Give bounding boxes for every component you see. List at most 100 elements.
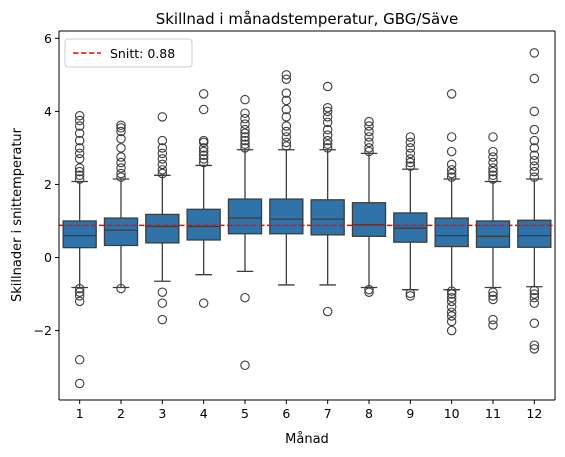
outlier-point: [529, 344, 540, 354]
outlier-point: [364, 121, 374, 131]
box: [269, 198, 304, 235]
outlier-point: [74, 291, 85, 301]
outlier-point: [446, 296, 457, 307]
outlier-point: [322, 81, 333, 92]
outlier-point: [488, 314, 498, 325]
outlier-point: [116, 126, 126, 137]
outlier-point: [488, 157, 498, 168]
outlier-point: [198, 150, 209, 160]
outlier-point: [529, 289, 540, 299]
outlier-point: [74, 115, 85, 126]
outlier-point: [405, 132, 416, 142]
outlier-point: [240, 360, 250, 371]
outlier-point: [74, 283, 85, 294]
outlier-point: [74, 128, 85, 139]
outlier-point: [240, 132, 250, 142]
outlier-point: [198, 298, 209, 308]
box: [351, 202, 387, 237]
outlier-point: [405, 161, 416, 171]
outlier-point: [74, 296, 85, 307]
outlier-point: [364, 284, 374, 295]
outlier-point: [322, 112, 333, 122]
x-tick-label: 3: [158, 406, 166, 421]
outlier-point: [116, 157, 126, 168]
outlier-point: [116, 134, 126, 144]
outlier-point: [529, 292, 540, 303]
outlier-point: [529, 143, 540, 153]
outlier-point: [446, 172, 457, 182]
outlier-point: [116, 283, 126, 294]
outlier-point: [446, 159, 457, 170]
outlier-point: [488, 320, 498, 330]
outlier-point: [157, 298, 168, 308]
box: [434, 217, 469, 248]
outlier-point: [488, 166, 498, 177]
outlier-point: [322, 306, 333, 317]
outlier-point: [116, 172, 126, 182]
outlier-point: [529, 166, 540, 177]
outlier-point: [281, 141, 292, 151]
outlier-point: [446, 286, 457, 296]
legend: Snitt: 0.88: [64, 38, 193, 68]
x-tick-label: 10: [444, 406, 460, 421]
outlier-point: [281, 126, 292, 137]
outlier-point: [529, 150, 540, 160]
outlier-point: [240, 94, 250, 105]
outlier-point: [322, 106, 333, 117]
y-axis-label: Skillnader i snittemperatur: [10, 127, 25, 302]
outlier-point: [198, 135, 209, 146]
outlier-point: [74, 121, 85, 131]
outlier-point: [281, 137, 292, 148]
outlier-point: [116, 152, 126, 162]
outlier-point: [240, 292, 250, 303]
outlier-point: [281, 112, 292, 122]
outlier-point: [405, 157, 416, 168]
outlier-point: [364, 137, 374, 148]
outlier-point: [488, 174, 498, 184]
outlier-point: [281, 121, 292, 131]
x-tick-label: 5: [241, 406, 249, 421]
outlier-point: [198, 104, 209, 115]
outlier-point: [116, 168, 126, 179]
x-tick-label: 9: [406, 406, 414, 421]
x-tick-label: 2: [117, 406, 125, 421]
outlier-point: [322, 130, 333, 140]
outlier-point: [198, 157, 209, 168]
outlier-point: [74, 166, 85, 177]
y-tick-label: 0: [44, 250, 52, 265]
legend-frame: [64, 38, 193, 68]
outlier-point: [405, 288, 416, 299]
outlier-point: [529, 106, 540, 117]
outlier-point: [74, 287, 85, 297]
outlier-point: [74, 174, 85, 184]
outlier-point: [446, 325, 457, 336]
legend-label: Snitt: 0.88: [110, 46, 175, 61]
box: [103, 217, 139, 247]
outlier-point: [281, 70, 292, 80]
outlier-point: [446, 168, 457, 179]
x-axis-label: Månad: [285, 432, 329, 447]
outlier-point: [198, 154, 209, 164]
outlier-point: [157, 154, 168, 164]
outlier-point: [446, 89, 457, 99]
outlier-point: [529, 48, 540, 58]
outlier-point: [405, 137, 416, 148]
outlier-point: [74, 378, 85, 389]
outlier-point: [74, 148, 85, 159]
outlier-point: [364, 143, 374, 153]
outlier-point: [157, 112, 168, 122]
outlier-point: [446, 132, 457, 142]
outlier-point: [488, 287, 498, 297]
outlier-point: [322, 117, 333, 128]
outlier-point: [364, 116, 374, 127]
outlier-point: [198, 146, 209, 157]
outlier-point: [364, 126, 374, 137]
outlier-point: [74, 355, 85, 365]
outlier-point: [74, 170, 85, 181]
y-tick-label: −2: [34, 323, 52, 338]
x-tick-label: 6: [282, 406, 290, 421]
x-tick-label: 4: [200, 406, 208, 421]
outlier-point: [322, 102, 333, 113]
